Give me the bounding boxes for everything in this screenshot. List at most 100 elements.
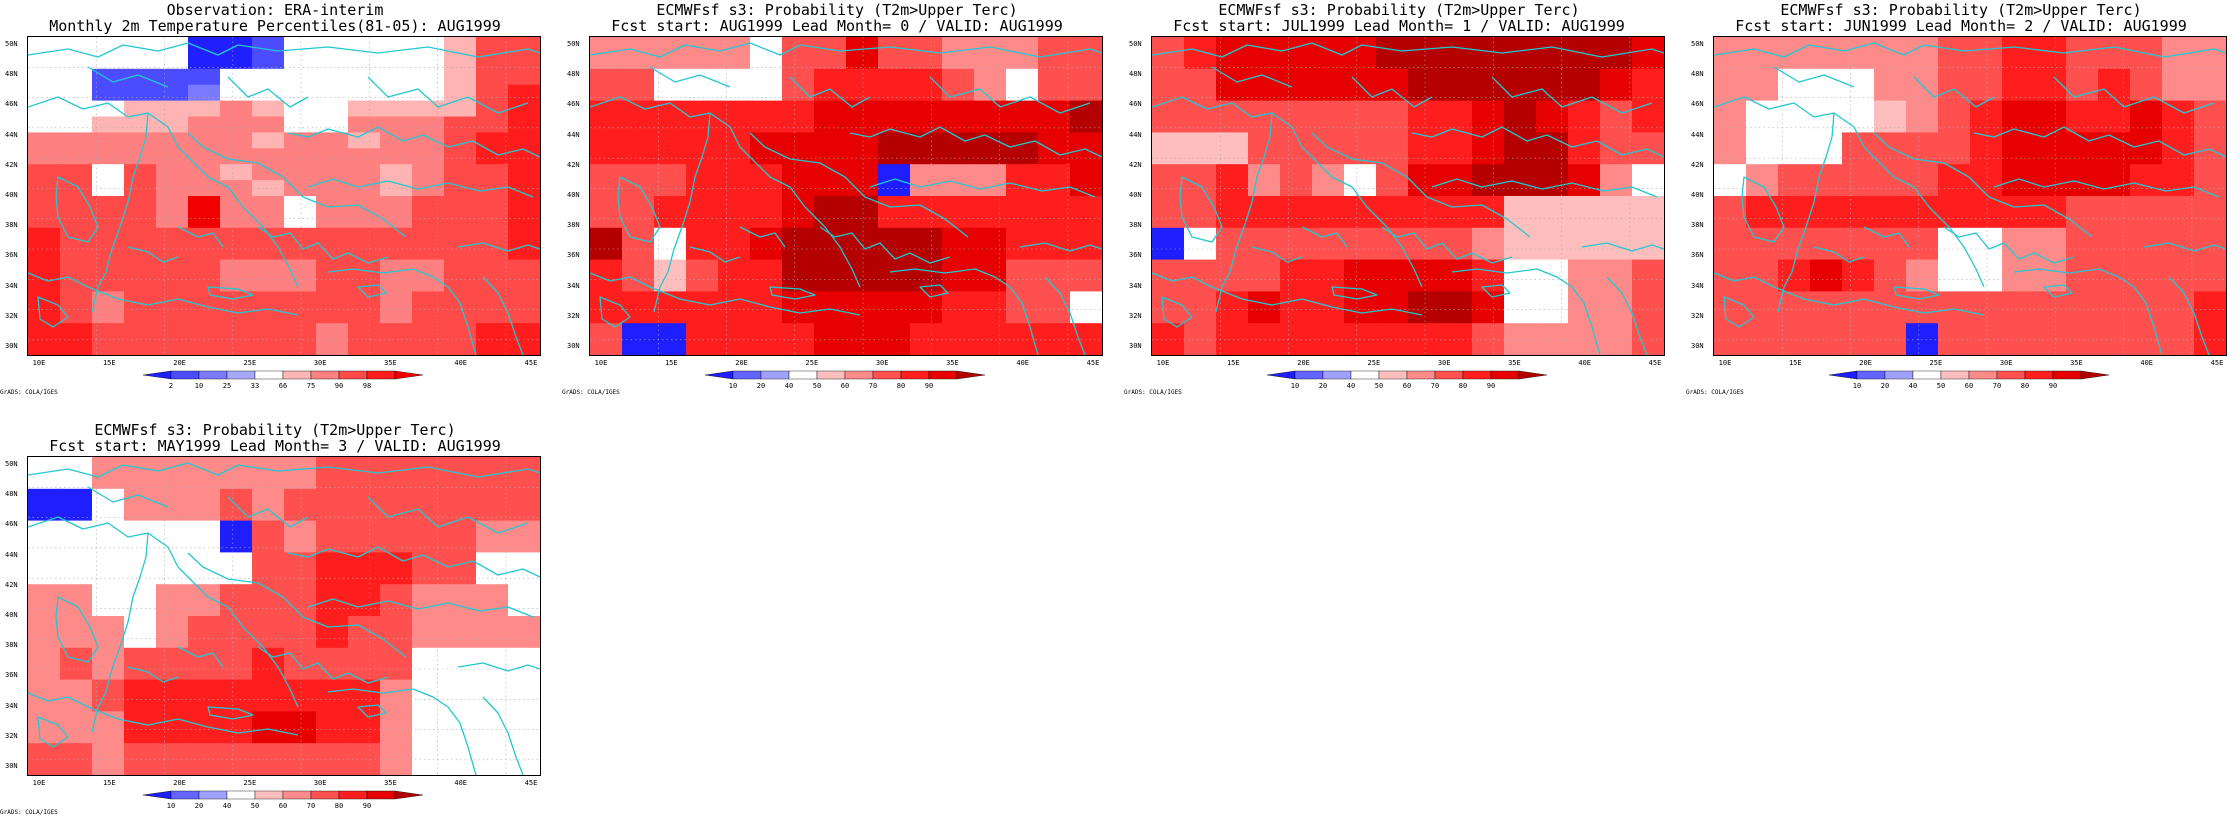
- grid-cell: [220, 227, 253, 245]
- grid-cell: [718, 227, 751, 245]
- grid-cell: [92, 536, 125, 553]
- grid-cell: [878, 148, 911, 165]
- grid-cell: [156, 275, 189, 292]
- grid-cell: [2098, 84, 2131, 102]
- grid-cell: [910, 100, 943, 118]
- grid-cell: [1070, 37, 1102, 54]
- grid-cell: [910, 148, 943, 165]
- grid-cell: [750, 68, 783, 86]
- lat-tick-label: 46N: [1691, 100, 1704, 109]
- grid-cell: [1248, 323, 1281, 340]
- grid-cell: [156, 759, 189, 775]
- grid-cell: [348, 504, 381, 522]
- colorbar-swatch: [170, 370, 200, 380]
- grid-cell: [1440, 116, 1473, 133]
- lat-tick-label: 30N: [5, 342, 18, 350]
- grid-cell: [2066, 323, 2099, 340]
- grid-cell: [252, 323, 285, 340]
- grid-cell: [1504, 211, 1537, 229]
- colorbar: [1266, 370, 1548, 380]
- grid-cell: [1906, 291, 1939, 308]
- grid-cell: [2194, 211, 2226, 229]
- grid-cell: [1070, 164, 1102, 181]
- grid-cell: [156, 323, 189, 340]
- colorbar-swatch: [1406, 370, 1436, 380]
- grid-cell: [188, 323, 221, 340]
- grid-cell: [910, 52, 943, 70]
- grid-cell: [1536, 132, 1569, 149]
- grid-cell: [2162, 307, 2195, 324]
- grid-cell: [348, 520, 381, 538]
- grid-cell: [348, 52, 381, 70]
- grid-cell: [2130, 211, 2163, 229]
- grid-cell: [1842, 100, 1875, 118]
- grid-cell: [654, 37, 687, 54]
- grid-cell: [1472, 211, 1505, 229]
- grid-cell: [28, 695, 61, 712]
- grid-cell: [60, 504, 93, 522]
- grid-cell: [28, 116, 61, 133]
- grid-cell: [28, 727, 61, 744]
- lon-tick-label: 25E: [805, 359, 819, 367]
- grid-cell: [28, 227, 61, 245]
- grid-cell: [220, 536, 253, 553]
- grid-cell: [1536, 52, 1569, 70]
- grid-cell: [92, 647, 125, 665]
- grid-cell: [2162, 339, 2195, 355]
- grid-cell: [1632, 52, 1664, 70]
- grid-cell: [444, 100, 477, 118]
- grid-cell: [316, 711, 349, 728]
- grid-cell: [686, 196, 719, 213]
- grid-cell: [2002, 259, 2035, 277]
- grid-cell: [1938, 307, 1971, 324]
- grid-cell: [28, 663, 61, 681]
- grid-cell: [1184, 100, 1217, 118]
- grid-cell: [1778, 275, 1811, 292]
- grid-cell: [188, 37, 221, 54]
- coastline: [1215, 112, 1273, 313]
- grid-cell: [2194, 116, 2226, 133]
- coastline: [1301, 226, 1348, 248]
- coastline: [37, 296, 69, 328]
- coastline: [599, 296, 631, 328]
- grid-cell: [28, 339, 61, 355]
- grid-cell: [348, 100, 381, 118]
- grid-cell: [380, 472, 413, 490]
- lon-tick-label: 45E: [1648, 359, 1662, 367]
- grid-cell: [2034, 100, 2067, 118]
- grid-cell: [1184, 291, 1217, 308]
- grid-cell: [942, 243, 975, 261]
- grid-cell: [1070, 132, 1102, 149]
- grid-cell: [284, 457, 317, 474]
- grid-cell: [92, 164, 125, 181]
- grid-cell: [1632, 243, 1664, 261]
- grid-cell: [1376, 52, 1409, 70]
- grid-cell: [380, 695, 413, 712]
- grid-cell: [284, 711, 317, 728]
- grid-cell: [284, 759, 317, 775]
- grid-cell: [28, 488, 61, 506]
- grid-cell: [1906, 339, 1939, 355]
- grid-cell: [1810, 211, 1843, 229]
- grid-cell: [476, 132, 509, 149]
- grid-cell: [1568, 164, 1601, 181]
- grid-cell: [508, 457, 540, 474]
- grid-cell: [910, 116, 943, 133]
- grid-cell: [156, 211, 189, 229]
- colorbar-tick-label: 2: [168, 382, 174, 390]
- grid-cell: [1874, 323, 1907, 340]
- grid-cell: [1778, 196, 1811, 213]
- colorbar: [704, 370, 986, 380]
- grid-cell: [508, 520, 540, 538]
- grid-cell: [1906, 211, 1939, 229]
- grid-cell: [60, 259, 93, 277]
- grid-cell: [1938, 196, 1971, 213]
- grid-cell: [2034, 211, 2067, 229]
- grid-cell: [348, 568, 381, 585]
- grid-cell: [1938, 323, 1971, 340]
- lat-tick-label: 48N: [1129, 70, 1142, 79]
- grid-cell: [1152, 180, 1185, 197]
- grid-cell: [60, 148, 93, 165]
- grid-cell: [1810, 116, 1843, 133]
- grid-cell: [590, 259, 623, 277]
